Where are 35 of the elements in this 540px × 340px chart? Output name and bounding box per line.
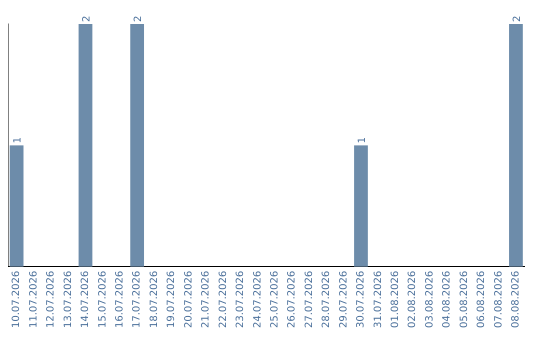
x-tick-label: 27.07.2026 [304, 270, 315, 328]
x-tick-label: 03.08.2026 [424, 270, 436, 328]
x-tick-label: 24.07.2026 [252, 270, 264, 328]
x-tick-label: 13.07.2026 [62, 270, 74, 328]
data-label: 1 [356, 136, 368, 144]
x-tick-label: 14.07.2026 [80, 270, 92, 328]
x-tick-label: 08.08.2026 [510, 270, 522, 328]
x-tick-label: 04.08.2026 [442, 270, 453, 328]
x-tick-label: 19.07.2026 [166, 270, 178, 328]
x-tick-label: 02.08.2026 [407, 270, 418, 328]
x-tick-label: 01.08.2026 [390, 270, 401, 328]
x-tick-label: 10.07.2026 [11, 270, 22, 328]
x-tick-label: 17.07.2026 [132, 270, 143, 328]
data-label: 2 [81, 16, 92, 22]
x-tick-label: 06.08.2026 [476, 270, 488, 328]
x-tick-label: 11.07.2026 [28, 270, 40, 328]
x-tick-label: 31.07.2026 [372, 270, 384, 328]
data-label: 2 [133, 16, 144, 22]
data-label: 2 [512, 16, 523, 22]
x-tick-label: 07.08.2026 [493, 270, 504, 328]
x-tick-label: 30.07.2026 [356, 270, 367, 328]
x-tick-label: 21.07.2026 [200, 270, 212, 328]
x-tick-label: 16.07.2026 [114, 270, 126, 328]
x-tick-label: 05.08.2026 [458, 270, 470, 328]
x-tick-label: 22.07.2026 [218, 270, 229, 328]
x-tick-label: 26.07.2026 [286, 270, 298, 328]
x-tick-label: 23.07.2026 [235, 270, 246, 328]
x-tick-label: 28.07.2026 [321, 270, 332, 328]
x-tick-label: 29.07.2026 [338, 270, 350, 328]
x-tick-label: 20.07.2026 [183, 270, 194, 328]
data-label: 1 [12, 136, 24, 144]
x-tick-label: 12.07.2026 [46, 270, 57, 328]
x-tick-label: 25.07.2026 [269, 270, 280, 328]
x-tick-label: 15.07.2026 [97, 270, 108, 328]
x-tick-label: 18.07.2026 [148, 270, 160, 328]
